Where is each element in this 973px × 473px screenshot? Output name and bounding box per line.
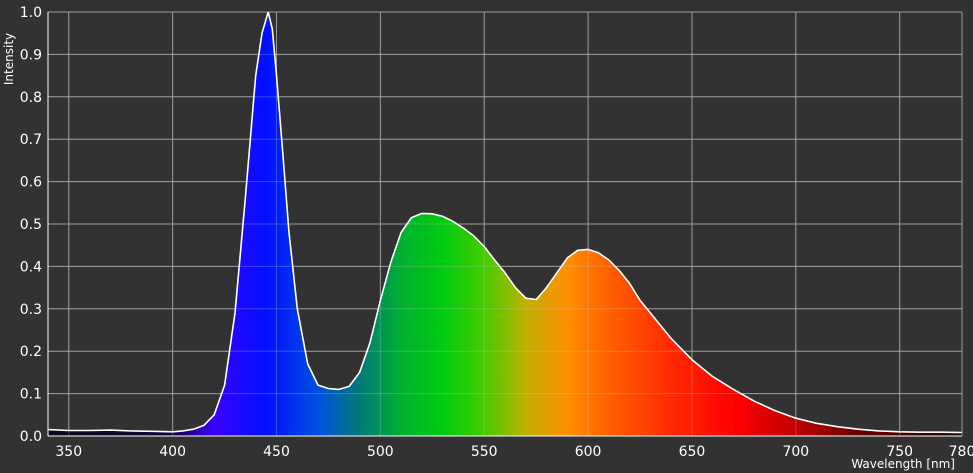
x-tick-label: 550 bbox=[471, 444, 498, 460]
x-tick-label: 500 bbox=[367, 444, 394, 460]
y-tick-label: 0.5 bbox=[20, 217, 42, 233]
x-tick-label: 750 bbox=[886, 444, 913, 460]
x-tick-label: 700 bbox=[782, 444, 809, 460]
x-tick-label: 450 bbox=[263, 444, 290, 460]
y-tick-label: 0.1 bbox=[20, 387, 42, 403]
x-tick-label: 600 bbox=[575, 444, 602, 460]
y-tick-label: 0.7 bbox=[20, 132, 42, 148]
x-tick-label: 650 bbox=[679, 444, 706, 460]
x-tick-label: 350 bbox=[55, 444, 82, 460]
y-tick-label: 0.9 bbox=[20, 47, 42, 63]
y-tick-label: 0.2 bbox=[20, 344, 42, 360]
x-axis-title: Wavelength [nm] bbox=[851, 457, 955, 471]
y-tick-label: 0.6 bbox=[20, 175, 42, 191]
y-tick-label: 0.3 bbox=[20, 302, 42, 318]
y-tick-label: 0.4 bbox=[20, 259, 42, 275]
tick-labels: 0.0 0.1 0.2 0.3 0.4 0.5 0.6 0.7 0.8 0.9 1.0 350 400 4… bbox=[20, 5, 973, 460]
axes bbox=[47, 12, 962, 437]
y-tick-label: 0.0 bbox=[20, 429, 42, 445]
y-tick-label: 1.0 bbox=[20, 5, 42, 21]
x-tick-label: 780 bbox=[949, 444, 973, 460]
x-tick-label: 400 bbox=[159, 444, 186, 460]
spectrum-fill bbox=[48, 12, 962, 436]
y-axis-title: Intensity bbox=[2, 33, 16, 85]
spectrum-area-layer bbox=[48, 11, 963, 437]
spectrum-curve bbox=[48, 12, 962, 434]
y-tick-label: 0.8 bbox=[20, 90, 42, 106]
